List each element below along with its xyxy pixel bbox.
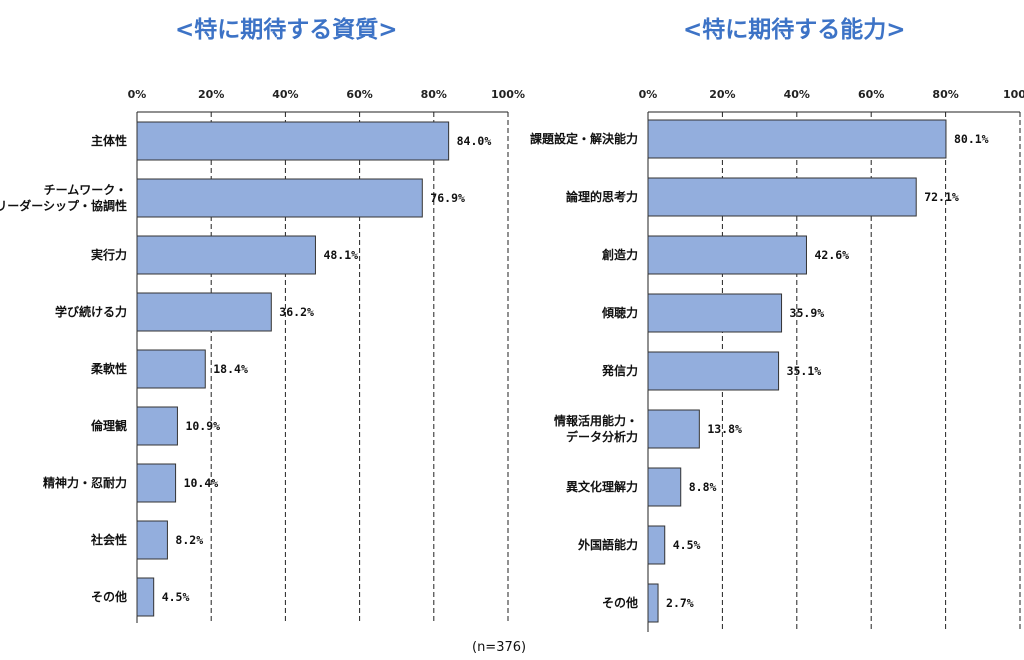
ability-bar xyxy=(647,235,807,275)
chart-title-qualities: <特に期待する資質> xyxy=(175,17,398,43)
quality-category-label: その他 xyxy=(91,589,127,604)
quality-bar xyxy=(136,520,168,560)
ability-bar xyxy=(647,119,947,159)
ability-value-label: 80.1% xyxy=(954,132,989,146)
ability-category-label: 発信力 xyxy=(601,363,638,378)
quality-category-label: 実行力 xyxy=(91,247,127,262)
quality-value-label: 10.9% xyxy=(185,419,220,433)
quality-value-label: 84.0% xyxy=(457,134,492,148)
quality-bar xyxy=(136,577,155,617)
ability-value-label: 2.7% xyxy=(666,596,694,610)
ability-category-label: 情報活用能力・ xyxy=(554,413,638,428)
chart-title-abilities: <特に期待する能力> xyxy=(683,17,906,43)
ability-category-label: その他 xyxy=(602,595,638,610)
quality-tick-label: 100% xyxy=(491,88,525,101)
quality-tick-label: 0% xyxy=(128,88,147,101)
quality-bar xyxy=(136,178,423,218)
ability-tick-label: 60% xyxy=(858,88,884,101)
quality-value-label: 10.4% xyxy=(184,476,219,490)
ability-value-label: 72.1% xyxy=(924,190,959,204)
quality-value-label: 8.2% xyxy=(175,533,203,547)
quality-value-label: 4.5% xyxy=(162,590,190,604)
ability-value-label: 8.8% xyxy=(689,480,717,494)
quality-category-label: 柔軟性 xyxy=(90,361,127,376)
quality-bar xyxy=(136,235,316,275)
quality-bar xyxy=(136,292,272,332)
ability-bar xyxy=(647,177,917,217)
quality-tick-label: 80% xyxy=(421,88,447,101)
quality-value-label: 48.1% xyxy=(323,248,358,262)
ability-value-label: 13.8% xyxy=(707,422,742,436)
ability-tick-label: 0% xyxy=(639,88,658,101)
ability-value-label: 4.5% xyxy=(673,538,701,552)
ability-value-label: 42.6% xyxy=(814,248,849,262)
ability-tick-label: 100% xyxy=(1003,88,1024,101)
ability-value-label: 35.1% xyxy=(787,364,822,378)
ability-bar xyxy=(647,583,659,623)
ability-tick-label: 40% xyxy=(784,88,810,101)
quality-tick-label: 40% xyxy=(272,88,298,101)
quality-category-label: 学び続ける力 xyxy=(55,304,127,319)
quality-value-label: 18.4% xyxy=(213,362,248,376)
ability-bar xyxy=(647,525,666,565)
ability-category-label: 論理的思考力 xyxy=(566,189,638,204)
quality-tick-label: 20% xyxy=(198,88,224,101)
sample-size-note: (n=376) xyxy=(472,640,527,655)
quality-category-label: 主体性 xyxy=(91,133,127,148)
ability-tick-label: 80% xyxy=(932,88,958,101)
ability-category-label: 傾聴力 xyxy=(601,305,638,320)
ability-bar xyxy=(647,409,700,449)
quality-category-label: 社会性 xyxy=(90,532,127,547)
ability-category-label: データ分析力 xyxy=(566,429,638,444)
quality-category-label: リーダーシップ・協調性 xyxy=(0,198,127,213)
ability-value-label: 35.9% xyxy=(790,306,825,320)
ability-category-label: 課題設定・解決能力 xyxy=(530,131,638,146)
chart-qualities: 0% 20% 40% 60% 80% 100% 主体性 84.0% チームワーク・リーダーシップ… xyxy=(0,88,525,623)
quality-bar xyxy=(136,463,177,503)
quality-value-label: 36.2% xyxy=(279,305,314,319)
quality-tick-label: 60% xyxy=(346,88,372,101)
quality-category-label: 精神力・忍耐力 xyxy=(43,475,127,490)
chart-abilities: 0% 20% 40% 60% 80% 100% 課題設定・解決能力 80.1% 論理的思考力 72… xyxy=(530,88,1024,632)
quality-category-label: 倫理観 xyxy=(91,418,127,433)
quality-value-label: 76.9% xyxy=(430,191,465,205)
ability-category-label: 外国語能力 xyxy=(578,537,638,552)
ability-category-label: 異文化理解力 xyxy=(566,479,638,494)
ability-category-label: 創造力 xyxy=(601,247,638,262)
ability-bar xyxy=(647,351,780,391)
ability-bar xyxy=(647,293,783,333)
quality-bar xyxy=(136,406,178,446)
ability-tick-label: 20% xyxy=(709,88,735,101)
ability-bar xyxy=(647,467,682,507)
quality-category-label: チームワーク・ xyxy=(44,183,127,197)
quality-bar xyxy=(136,121,450,161)
quality-bar xyxy=(136,349,206,389)
